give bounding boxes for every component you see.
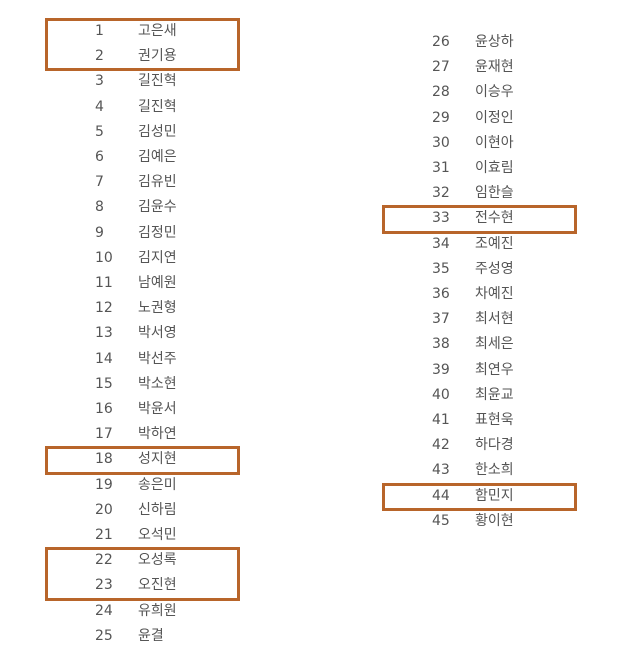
entry-number: 24 [95, 602, 113, 619]
entry-number: 32 [432, 185, 450, 202]
entry-number: 20 [95, 501, 113, 518]
entry-name: 박서영 [138, 325, 177, 342]
entry-number: 41 [432, 412, 450, 428]
entry-number: 14 [95, 350, 113, 367]
entry-number: 31 [432, 160, 450, 176]
entry-name: 노권형 [138, 300, 177, 317]
entry-number: 15 [95, 375, 113, 392]
entry-number: 13 [95, 325, 113, 342]
entry-name: 박선주 [138, 350, 177, 367]
entry-name: 김지연 [138, 249, 177, 266]
entry-name: 윤재현 [475, 59, 514, 76]
entry-name: 이승우 [475, 84, 514, 101]
entry-number: 42 [432, 437, 450, 454]
entry-name: 차예진 [475, 286, 514, 302]
entry-name: 최서현 [475, 311, 514, 328]
highlight-box [382, 205, 577, 234]
entry-name: 최윤교 [475, 386, 514, 403]
entry-name: 송은미 [138, 476, 177, 493]
entry-number: 1 [95, 23, 104, 39]
entry-number: 17 [95, 426, 113, 443]
entry-number: 29 [432, 109, 450, 126]
entry-name: 오진현 [138, 577, 177, 594]
entry-name: 이효림 [475, 160, 514, 176]
entry-number: 45 [432, 512, 450, 529]
entry-number: 8 [95, 199, 104, 216]
entry-number: 35 [432, 260, 450, 277]
entry-number: 6 [95, 149, 104, 165]
entry-name: 조예진 [475, 235, 514, 252]
entry-name: 길진혁 [138, 73, 177, 90]
highlight-box [45, 446, 240, 475]
entry-name: 주성영 [475, 260, 514, 277]
highlight-box [45, 547, 240, 601]
highlight-box [45, 18, 240, 72]
entry-number: 7 [95, 174, 104, 191]
entry-name: 박윤서 [138, 401, 177, 417]
entry-number: 28 [432, 84, 450, 101]
entry-number: 3 [95, 73, 104, 90]
entry-number: 44 [432, 487, 450, 504]
entry-number: 5 [95, 123, 104, 140]
entry-name: 하다경 [475, 437, 514, 454]
entry-number: 23 [95, 577, 113, 594]
entry-name: 남예원 [138, 275, 177, 291]
entry-name: 김정민 [138, 224, 177, 241]
entry-name: 최세은 [475, 336, 514, 353]
entry-number: 30 [432, 134, 450, 151]
entry-number: 40 [432, 386, 450, 403]
entry-name: 한소희 [475, 462, 514, 479]
entry-number: 21 [95, 527, 113, 543]
entry-number: 33 [432, 210, 450, 227]
entry-number: 37 [432, 311, 450, 328]
entry-name: 함민지 [475, 487, 514, 504]
entry-name: 이정인 [475, 109, 514, 126]
entry-name: 박소현 [138, 375, 177, 392]
entry-name: 윤상하 [475, 34, 514, 50]
entry-name: 길진혁 [138, 98, 177, 115]
entry-number: 26 [432, 34, 450, 50]
entry-number: 22 [95, 552, 113, 569]
entry-name: 김예은 [138, 149, 177, 165]
entry-number: 43 [432, 462, 450, 479]
entry-number: 39 [432, 361, 450, 378]
entry-number: 19 [95, 476, 113, 493]
entry-name: 이현아 [475, 134, 514, 151]
entry-number: 2 [95, 48, 104, 65]
entry-name: 김성민 [138, 123, 177, 140]
entry-name: 오성록 [138, 552, 177, 569]
entry-number: 18 [95, 451, 113, 468]
entry-number: 11 [95, 275, 113, 291]
entry-name: 고은새 [138, 23, 177, 39]
entry-number: 34 [432, 235, 450, 252]
entry-name: 임한슬 [475, 185, 514, 202]
entry-name: 성지현 [138, 451, 177, 468]
entry-number: 36 [432, 286, 450, 302]
entry-number: 9 [95, 224, 104, 241]
entry-number: 12 [95, 300, 113, 317]
entry-name: 신하림 [138, 501, 177, 518]
entry-number: 25 [95, 627, 113, 644]
entry-name: 권기용 [138, 48, 177, 65]
entry-number: 10 [95, 249, 113, 266]
entry-name: 오석민 [138, 527, 177, 543]
entry-number: 27 [432, 59, 450, 76]
entry-number: 38 [432, 336, 450, 353]
entry-name: 황이현 [475, 512, 514, 529]
entry-name: 표현욱 [475, 412, 514, 428]
entry-name: 최연우 [475, 361, 514, 378]
entry-number: 16 [95, 401, 113, 417]
entry-name: 전수현 [475, 210, 514, 227]
entry-name: 박하연 [138, 426, 177, 443]
entry-name: 김윤수 [138, 199, 177, 216]
entry-number: 4 [95, 98, 104, 115]
entry-name: 김유빈 [138, 174, 177, 191]
entry-name: 윤결 [138, 627, 164, 644]
entry-name: 유희원 [138, 602, 177, 619]
highlight-box [382, 482, 577, 511]
